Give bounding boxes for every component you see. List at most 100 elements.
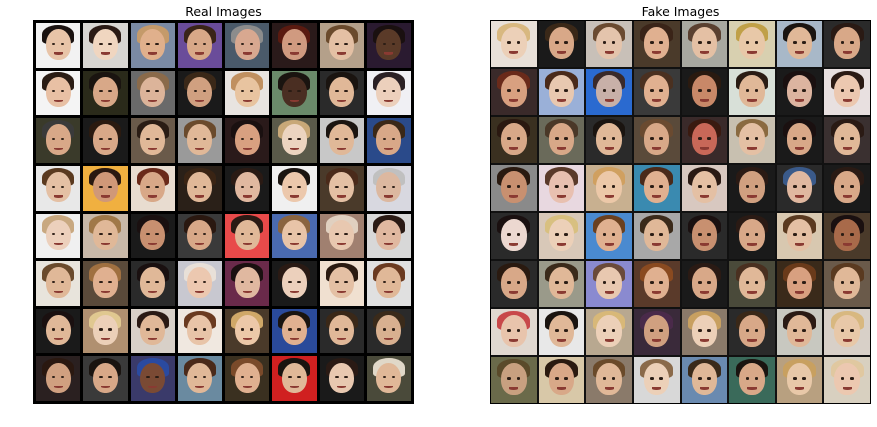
face-shape	[691, 219, 718, 251]
eye	[602, 329, 607, 332]
mouth	[242, 52, 252, 55]
fake-images-panel: Fake Images	[490, 0, 871, 427]
mouth	[699, 291, 709, 294]
face-shape	[45, 267, 71, 298]
eye	[288, 137, 292, 141]
face-thumbnail	[36, 70, 81, 116]
face-shape	[281, 172, 307, 203]
eye	[288, 328, 292, 331]
eye	[193, 42, 198, 45]
face-shape	[329, 124, 354, 155]
mouth	[842, 99, 852, 102]
eye	[555, 329, 559, 332]
face-shape	[739, 315, 765, 347]
eye	[516, 89, 521, 92]
eye	[754, 41, 759, 44]
face-shape	[786, 75, 813, 107]
mouth	[289, 290, 299, 293]
mouth	[384, 338, 394, 341]
face-thumbnail	[36, 165, 81, 211]
eye	[249, 376, 254, 379]
eye	[659, 185, 664, 188]
eye	[60, 185, 65, 188]
mouth	[556, 147, 566, 150]
eye	[99, 185, 103, 188]
face-shape	[140, 219, 165, 251]
face-shape	[234, 219, 260, 251]
eye	[297, 90, 301, 93]
face-thumbnail	[83, 356, 128, 401]
face-thumbnail	[366, 70, 411, 116]
mouth	[652, 51, 662, 54]
eye	[707, 329, 711, 332]
mouth	[289, 100, 299, 103]
eye	[849, 329, 854, 332]
face-shape	[187, 314, 213, 346]
image-grid	[33, 20, 414, 404]
mouth	[384, 242, 394, 246]
mouth	[842, 147, 852, 150]
mouth	[795, 147, 805, 150]
eye	[288, 233, 292, 236]
face-thumbnail	[319, 70, 364, 116]
face-shape	[739, 171, 765, 203]
eye	[51, 233, 56, 236]
eye	[507, 233, 512, 236]
face-shape	[501, 267, 527, 299]
face-thumbnail	[225, 165, 270, 211]
face-shape	[92, 29, 118, 60]
face-thumbnail	[824, 69, 870, 115]
eye	[297, 233, 301, 236]
face-thumbnail	[177, 165, 222, 211]
eye	[793, 377, 797, 380]
face-thumbnail	[633, 117, 680, 163]
face-shape	[376, 267, 402, 298]
mouth	[289, 52, 299, 55]
mouth	[556, 387, 566, 390]
face-shape	[596, 267, 622, 299]
eye	[611, 377, 616, 380]
face-shape	[596, 171, 622, 203]
face-shape	[376, 314, 402, 346]
face-thumbnail	[83, 23, 128, 68]
eye	[793, 41, 797, 44]
eye	[335, 42, 339, 45]
eye	[650, 377, 654, 380]
face-shape	[501, 75, 527, 107]
face-shape	[92, 172, 118, 203]
face-thumbnail	[366, 213, 411, 259]
face-shape	[691, 315, 718, 347]
mouth	[148, 290, 158, 293]
eye	[793, 281, 797, 284]
mouth	[195, 242, 205, 246]
mouth	[842, 243, 852, 246]
eye	[555, 137, 559, 140]
eye	[611, 281, 616, 284]
face-shape	[548, 219, 575, 251]
eye	[840, 281, 845, 284]
eye	[849, 41, 854, 44]
face-shape	[234, 76, 260, 108]
mouth	[384, 290, 394, 293]
mouth	[747, 243, 757, 246]
face-shape	[786, 171, 813, 203]
face-shape	[834, 315, 860, 347]
mouth	[53, 147, 63, 150]
face-thumbnail	[681, 165, 728, 211]
face-shape	[281, 362, 307, 393]
face-thumbnail	[83, 70, 128, 116]
eye	[754, 89, 759, 92]
face-thumbnail	[776, 21, 823, 67]
eye	[202, 233, 207, 236]
eye	[840, 377, 845, 380]
mouth	[337, 52, 347, 55]
eye	[564, 137, 568, 140]
face-shape	[376, 362, 402, 393]
face-shape	[329, 219, 354, 251]
face-thumbnail	[586, 165, 632, 211]
face-thumbnail	[776, 357, 823, 403]
face-shape	[329, 29, 354, 60]
eye	[288, 280, 292, 283]
mouth	[556, 339, 566, 342]
mouth	[699, 51, 709, 54]
